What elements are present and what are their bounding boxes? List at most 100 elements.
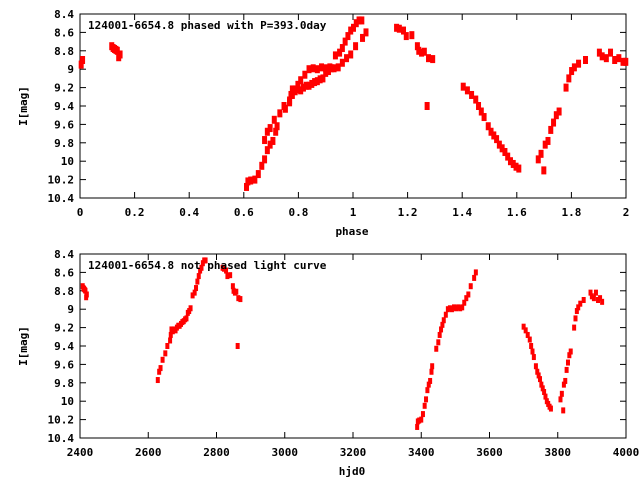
data-point [425, 387, 430, 394]
data-point [314, 77, 320, 86]
data-point [292, 85, 298, 94]
y-tick-label: 9.4 [54, 100, 74, 113]
data-point [295, 80, 301, 89]
data-point [608, 48, 614, 57]
data-point [452, 304, 457, 311]
data-point [252, 175, 258, 184]
data-point [394, 23, 400, 32]
data-point [464, 295, 469, 302]
unphased-x-ticks: 2400 2600 2800 3000 3200 3400 3600 3800 4000 [67, 254, 639, 459]
data-point [420, 411, 425, 418]
data-point [578, 300, 583, 307]
unphased-y-ticks: 8.4 8.6 8.8 9 9.2 9.4 9.6 9.8 10 10.2 10.4 [48, 248, 626, 445]
data-point [114, 46, 120, 55]
x-tick-label: 1.2 [398, 206, 418, 219]
y-tick-label: 9.8 [54, 137, 74, 150]
data-point [561, 381, 566, 388]
data-point [439, 326, 444, 333]
data-point [436, 339, 441, 346]
y-tick-label: 9 [67, 63, 74, 76]
data-point [529, 343, 534, 349]
x-tick-label: 0.8 [288, 206, 308, 219]
data-point [323, 64, 329, 73]
data-point [581, 297, 586, 303]
y-tick-label: 10 [61, 395, 74, 408]
data-point [540, 385, 545, 392]
data-point [195, 278, 200, 285]
data-point [273, 127, 279, 136]
x-tick-label: 3600 [476, 446, 503, 459]
data-point [238, 296, 243, 303]
y-tick-label: 9.2 [54, 322, 74, 335]
data-point [277, 109, 283, 118]
data-point [310, 64, 316, 73]
data-point [342, 37, 348, 46]
data-point [469, 90, 475, 99]
y-tick-label: 10.2 [48, 174, 75, 187]
data-point [443, 311, 448, 318]
data-point [331, 64, 337, 73]
data-point [488, 127, 494, 136]
data-point [571, 63, 577, 72]
data-point [516, 164, 522, 173]
data-point [415, 423, 420, 430]
data-point [525, 331, 530, 338]
data-point [456, 304, 461, 311]
data-point [344, 54, 350, 63]
data-point [298, 86, 304, 95]
data-point [300, 83, 306, 92]
data-point [295, 85, 301, 94]
data-point [426, 54, 432, 63]
data-point [274, 122, 280, 131]
data-point [168, 331, 173, 338]
data-point [348, 50, 354, 59]
data-point [481, 113, 487, 122]
data-point [569, 67, 575, 76]
data-point [314, 65, 320, 74]
x-tick-label: 3200 [340, 446, 367, 459]
data-point [564, 366, 569, 373]
y-tick-label: 8.8 [54, 285, 74, 298]
data-point [499, 144, 505, 153]
data-point [235, 343, 240, 349]
data-point [616, 54, 622, 63]
data-point [323, 68, 329, 77]
y-tick-label: 8.4 [54, 8, 74, 21]
data-point [401, 26, 407, 35]
data-point [598, 295, 603, 302]
data-point [464, 86, 470, 95]
data-point [468, 283, 473, 290]
data-point [184, 315, 189, 322]
data-point [531, 354, 536, 361]
unphased-points [80, 257, 605, 430]
data-point [478, 107, 484, 116]
data-point [80, 56, 86, 64]
data-point [422, 402, 427, 409]
data-point [203, 257, 208, 264]
data-point [538, 376, 543, 383]
data-point [335, 63, 341, 72]
data-point [494, 135, 500, 144]
data-point [566, 74, 572, 83]
data-point [551, 118, 557, 127]
data-point [523, 327, 528, 334]
data-point [78, 60, 84, 69]
data-point [396, 24, 402, 33]
data-point [620, 57, 626, 66]
data-point [289, 85, 295, 94]
data-point [165, 343, 170, 349]
data-point [599, 52, 605, 61]
data-point [416, 46, 422, 55]
phased-plot: 8.4 8.6 8.8 9 9.2 9.4 9.6 9.8 10 10.2 10.4 0 0.2 0.4… [17, 8, 629, 238]
data-point [339, 58, 345, 67]
phased-plot-title: 124001-6654.8 phased with P=393.0day [88, 19, 327, 32]
data-point [583, 56, 589, 64]
data-point [556, 107, 562, 116]
y-tick-label: 8.6 [54, 266, 74, 279]
y-tick-label: 9.2 [54, 82, 74, 95]
y-tick-label: 9 [67, 303, 74, 316]
data-point [505, 152, 511, 161]
data-point [287, 98, 293, 107]
data-point [222, 265, 227, 272]
unphased-y-label: I[mag] [17, 326, 30, 366]
